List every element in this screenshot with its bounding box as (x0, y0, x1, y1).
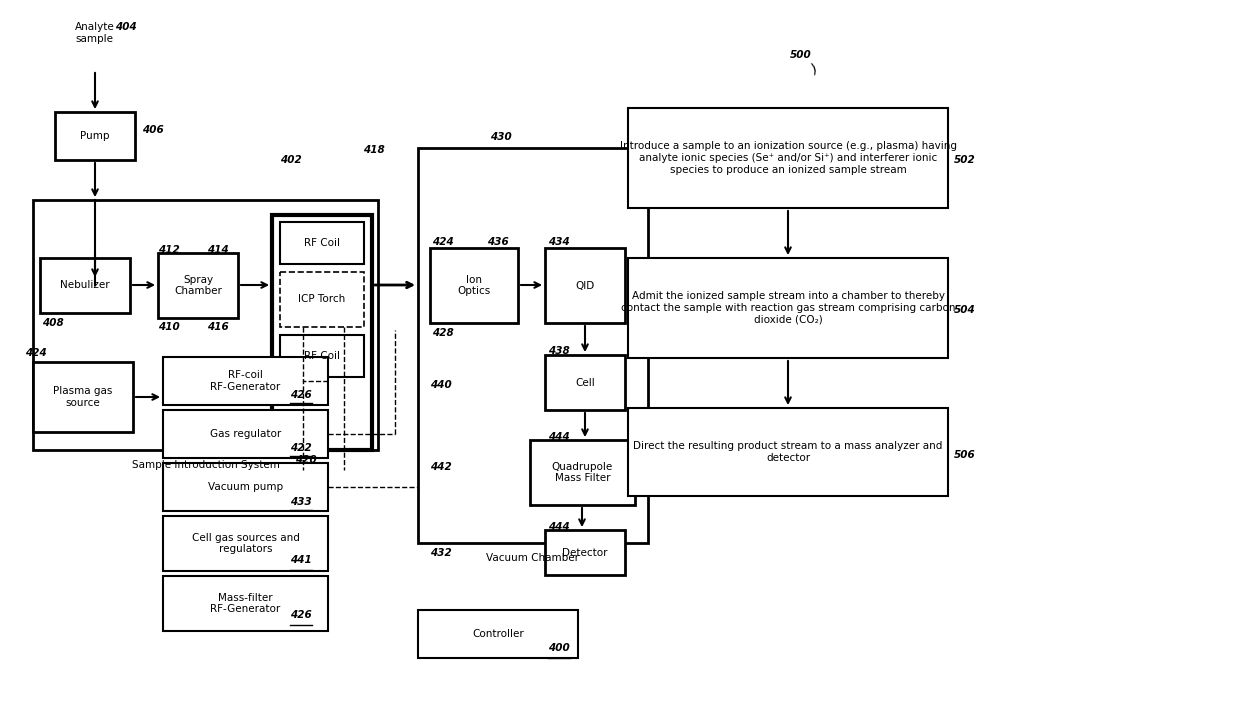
Bar (627, 258, 949, 358)
Bar (162, 410, 329, 458)
Text: Vacuum pump: Vacuum pump (208, 482, 283, 492)
Text: 424: 424 (25, 348, 47, 358)
Text: Direct the resulting product stream to a mass analyzer and
detector: Direct the resulting product stream to a… (634, 441, 942, 463)
Text: 440: 440 (430, 380, 451, 390)
Bar (546, 248, 625, 323)
Text: Cell: Cell (575, 378, 595, 387)
Bar (280, 335, 365, 377)
Text: 433: 433 (290, 497, 311, 507)
Text: 444: 444 (548, 432, 569, 442)
Bar (627, 408, 949, 496)
Text: 408: 408 (42, 318, 63, 328)
Text: RF Coil: RF Coil (304, 238, 340, 248)
Text: Admit the ionized sample stream into a chamber to thereby
contact the sample wit: Admit the ionized sample stream into a c… (621, 292, 955, 325)
Text: QID: QID (575, 280, 595, 290)
Text: 400: 400 (548, 643, 569, 653)
Text: 438: 438 (548, 346, 569, 356)
Text: 420: 420 (295, 455, 316, 465)
Text: ): ) (810, 62, 818, 77)
Text: 418: 418 (363, 145, 384, 155)
Text: 504: 504 (954, 305, 976, 315)
Text: Cell gas sources and
regulators: Cell gas sources and regulators (191, 533, 299, 554)
Text: 406: 406 (143, 125, 164, 135)
Bar (162, 516, 329, 571)
Text: Gas regulator: Gas regulator (210, 429, 281, 439)
Text: 428: 428 (432, 328, 454, 338)
Bar (418, 148, 649, 543)
Text: 506: 506 (954, 450, 976, 460)
Text: Vacuum Chamber: Vacuum Chamber (486, 553, 579, 563)
Text: Nebulizer: Nebulizer (61, 280, 110, 290)
Bar (55, 112, 135, 160)
Text: Quadrupole
Mass Filter: Quadrupole Mass Filter (552, 462, 613, 483)
Text: 442: 442 (430, 462, 451, 472)
Text: 436: 436 (487, 237, 508, 247)
Bar (162, 463, 329, 511)
Text: Spray
Chamber: Spray Chamber (174, 275, 222, 296)
Text: 422: 422 (290, 443, 311, 453)
Text: Plasma gas
source: Plasma gas source (53, 386, 113, 408)
Text: 416: 416 (207, 322, 228, 332)
Bar (40, 258, 130, 313)
Text: Analyte
sample: Analyte sample (74, 22, 115, 44)
Text: 430: 430 (490, 132, 512, 142)
Bar (162, 357, 329, 405)
Bar (157, 253, 238, 318)
Bar (529, 440, 635, 505)
Bar (33, 200, 378, 450)
Bar (280, 272, 365, 327)
Text: 426: 426 (290, 610, 311, 620)
Text: Controller: Controller (472, 629, 523, 639)
Text: 414: 414 (207, 245, 228, 255)
Text: RF Coil: RF Coil (304, 351, 340, 361)
Text: 404: 404 (115, 22, 136, 32)
Bar (272, 215, 372, 450)
Text: RF-coil
RF-Generator: RF-coil RF-Generator (211, 370, 280, 392)
Bar (627, 108, 949, 208)
Text: 500: 500 (790, 50, 812, 60)
Text: Introduce a sample to an ionization source (e.g., plasma) having
analyte ionic s: Introduce a sample to an ionization sour… (620, 141, 956, 174)
Text: ICP Torch: ICP Torch (299, 295, 346, 304)
Text: 432: 432 (430, 548, 451, 558)
Text: Mass-filter
RF-Generator: Mass-filter RF-Generator (211, 593, 280, 614)
Bar (546, 530, 625, 575)
Text: 444: 444 (548, 522, 569, 532)
Text: Sample Introduction System: Sample Introduction System (131, 460, 279, 470)
Text: 412: 412 (157, 245, 180, 255)
Text: 410: 410 (157, 322, 180, 332)
Text: Ion
Optics: Ion Optics (458, 275, 491, 296)
Bar (546, 355, 625, 410)
Text: Detector: Detector (562, 548, 608, 557)
Text: 424: 424 (432, 237, 454, 247)
Bar (430, 248, 518, 323)
Text: 426: 426 (290, 390, 311, 400)
Bar (33, 362, 133, 432)
Text: 441: 441 (290, 555, 311, 565)
Bar (162, 576, 329, 631)
Bar (418, 610, 578, 658)
Bar (280, 222, 365, 264)
Text: Pump: Pump (81, 131, 110, 141)
Text: 434: 434 (548, 237, 569, 247)
Text: 502: 502 (954, 155, 976, 165)
Text: 402: 402 (280, 155, 301, 165)
